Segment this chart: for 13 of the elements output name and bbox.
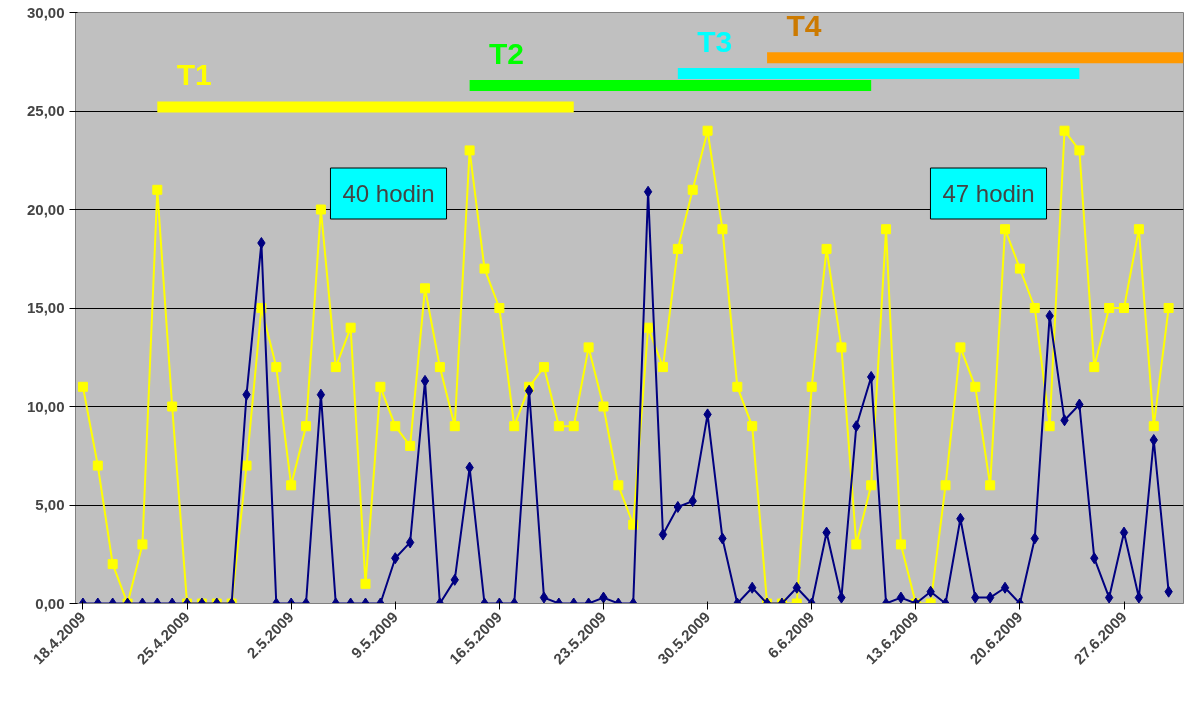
y-tick-label: 20,00 (26, 200, 65, 218)
y-tick-label: 30,00 (26, 3, 65, 21)
y-tick-label: 10,00 (26, 397, 65, 415)
annotation: T3 (697, 24, 733, 58)
y-tick-label: 15,00 (26, 299, 65, 316)
annotation: T1 (176, 58, 212, 92)
annotation: T4 (786, 9, 822, 43)
annotation: 47 hodin (942, 180, 1035, 207)
y-tick-label: 5,00 (35, 496, 65, 513)
y-tick-label: 25,00 (26, 102, 65, 119)
annotation: T2 (488, 36, 524, 70)
y-tick-label: 0,00 (35, 594, 65, 612)
annotation: 40 hodin (342, 180, 435, 207)
